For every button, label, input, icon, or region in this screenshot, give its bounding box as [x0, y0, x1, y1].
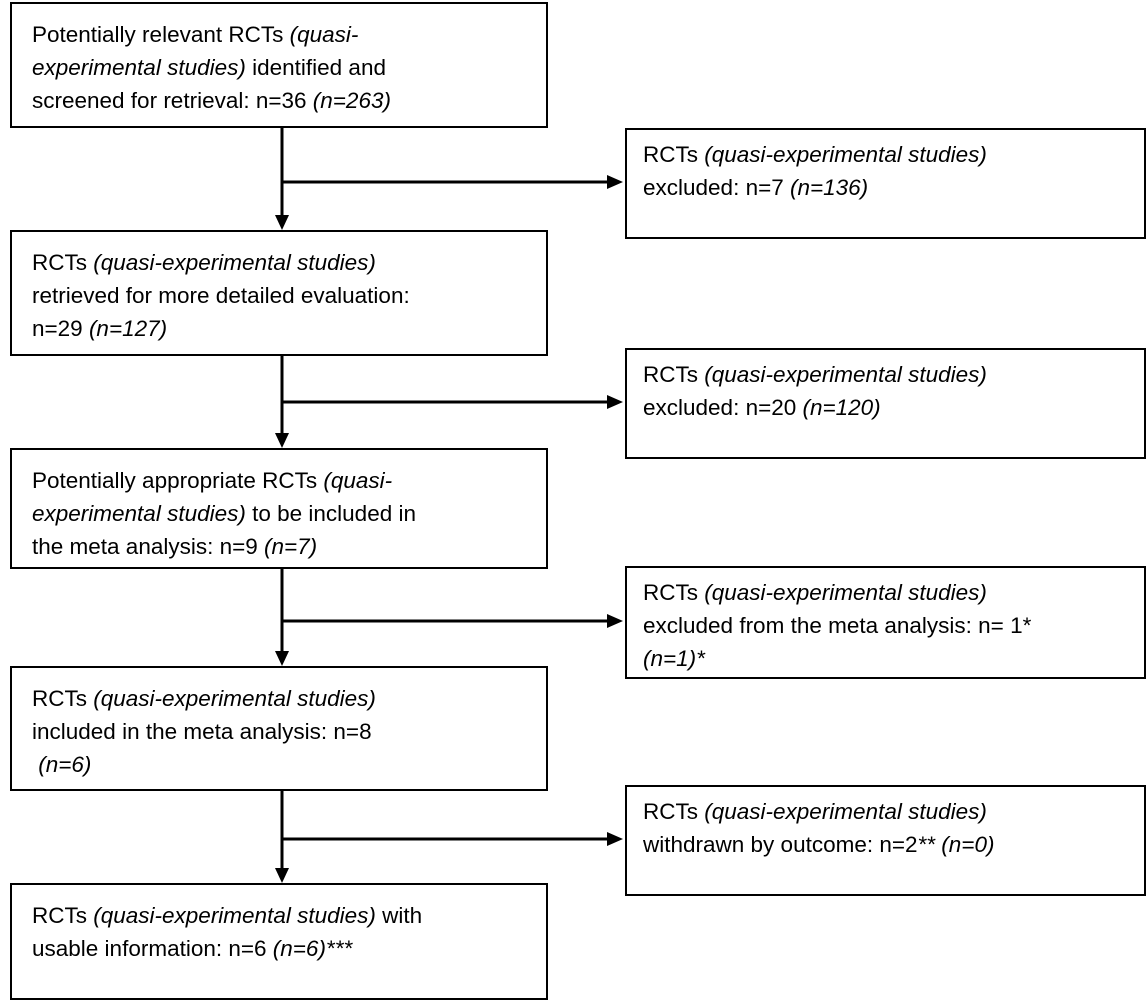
text-line: included in the meta analysis: n=8	[32, 715, 546, 748]
text-run: Potentially relevant RCTs	[32, 22, 290, 47]
side-box: RCTs (quasi-experimental studies) exclude…	[625, 128, 1146, 239]
text-run: excluded: n=20	[643, 395, 803, 420]
text-run: (quasi-experimental studies)	[93, 686, 376, 711]
text-run: screened for retrieval: n=36	[32, 88, 313, 113]
text-line: screened for retrieval: n=36 (n=263)	[32, 84, 546, 117]
text-run: experimental studies)	[32, 55, 246, 80]
side-box: RCTs (quasi-experimental studies) exclude…	[625, 566, 1146, 679]
arrow-head	[607, 832, 623, 846]
text-line: RCTs (quasi-experimental studies)	[643, 795, 1144, 828]
text-run: (n=6)***	[272, 936, 353, 961]
text-run: (quasi-experimental studies)	[704, 799, 987, 824]
text-run: RCTs	[32, 250, 94, 275]
text-line: RCTs (quasi-experimental studies)	[643, 576, 1144, 609]
text-line: Potentially relevant RCTs (quasi-	[32, 18, 546, 51]
text-run: with	[375, 903, 423, 928]
arrow-head	[275, 433, 289, 448]
text-run: (quasi-experimental studies)	[704, 142, 987, 167]
text-run: to be included in	[245, 501, 416, 526]
text-line: excluded: n=7 (n=136)	[643, 171, 1144, 204]
text-run: retrieved for more detailed evaluation:	[32, 283, 410, 308]
text-line: experimental studies) identified and	[32, 51, 546, 84]
text-run: (n=127)	[88, 316, 168, 341]
text-line: RCTs (quasi-experimental studies)	[643, 358, 1144, 391]
text-line: RCTs (quasi-experimental studies) with	[32, 899, 546, 932]
text-line: (n=6)	[32, 748, 546, 781]
text-line: usable information: n=6 (n=6)***	[32, 932, 546, 965]
text-line: excluded from the meta analysis: n= 1*	[643, 609, 1144, 642]
arrow-head	[275, 215, 289, 230]
text-run: experimental studies)	[32, 501, 246, 526]
text-run: (quasi-	[323, 468, 393, 493]
text-line: RCTs (quasi-experimental studies)	[643, 138, 1144, 171]
text-run: (quasi-experimental studies)	[93, 903, 376, 928]
main-box: Potentially appropriate RCTs (quasi-expe…	[10, 448, 548, 569]
arrow-head	[607, 175, 623, 189]
text-run: ** (n=0)	[917, 832, 995, 857]
main-box: Potentially relevant RCTs (quasi-experim…	[10, 2, 548, 128]
side-box: RCTs (quasi-experimental studies) exclude…	[625, 348, 1146, 459]
text-run: RCTs	[643, 142, 705, 167]
text-run: (n=6)	[32, 752, 92, 777]
side-box: RCTs (quasi-experimental studies) withdra…	[625, 785, 1146, 896]
text-line: n=29 (n=127)	[32, 312, 546, 345]
text-run: RCTs	[643, 799, 705, 824]
main-box: RCTs (quasi-experimental studies) retriev…	[10, 230, 548, 356]
text-run: (quasi-	[289, 22, 359, 47]
text-run: withdrawn by outcome: n=2	[643, 832, 918, 857]
text-run: excluded from the meta analysis: n= 1*	[643, 613, 1032, 638]
text-run: RCTs	[643, 580, 705, 605]
text-line: RCTs (quasi-experimental studies)	[32, 682, 546, 715]
text-run: Potentially appropriate RCTs	[32, 468, 324, 493]
text-line: Potentially appropriate RCTs (quasi-	[32, 464, 546, 497]
text-run: usable information: n=6	[32, 936, 273, 961]
arrow-head	[607, 614, 623, 628]
text-run: n=29	[32, 316, 89, 341]
text-run: RCTs	[32, 903, 94, 928]
text-run: identified and	[245, 55, 386, 80]
text-run: RCTs	[643, 362, 705, 387]
arrow-head	[275, 868, 289, 883]
text-run: (n=263)	[312, 88, 391, 113]
text-run: (n=136)	[790, 175, 869, 200]
main-box: RCTs (quasi-experimental studies) include…	[10, 666, 548, 791]
text-run: excluded: n=7	[643, 175, 790, 200]
text-run: the meta analysis: n=9	[32, 534, 265, 559]
arrow-head	[607, 395, 623, 409]
text-run: included in the meta analysis: n=8	[32, 719, 372, 744]
text-line: (n=1)*	[643, 642, 1144, 675]
text-line: withdrawn by outcome: n=2** (n=0)	[643, 828, 1144, 861]
text-run: (n=120)	[802, 395, 881, 420]
text-run: (quasi-experimental studies)	[93, 250, 376, 275]
text-line: excluded: n=20 (n=120)	[643, 391, 1144, 424]
main-box: RCTs (quasi-experimental studies) with us…	[10, 883, 548, 1000]
text-line: retrieved for more detailed evaluation:	[32, 279, 546, 312]
text-run: (n=1)*	[643, 646, 705, 671]
text-run: (quasi-experimental studies)	[704, 362, 987, 387]
text-run: (n=7)	[264, 534, 318, 559]
text-line: experimental studies) to be included in	[32, 497, 546, 530]
text-line: the meta analysis: n=9 (n=7)	[32, 530, 546, 563]
text-line: RCTs (quasi-experimental studies)	[32, 246, 546, 279]
text-run: RCTs	[32, 686, 94, 711]
text-run: (quasi-experimental studies)	[704, 580, 987, 605]
arrow-head	[275, 651, 289, 666]
